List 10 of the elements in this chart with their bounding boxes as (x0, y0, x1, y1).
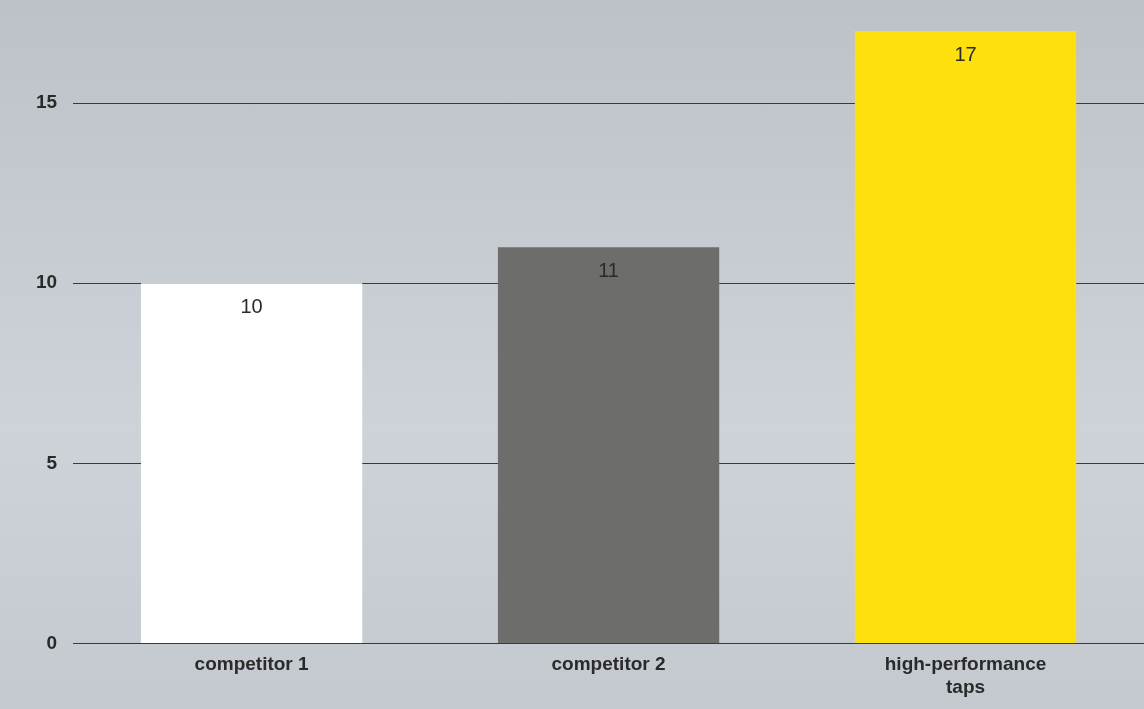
y-tick-label: 0 (46, 631, 58, 653)
y-tick-label: 15 (35, 91, 58, 113)
x-tick-label: competitor 1 (194, 653, 310, 675)
data-label: 10 (240, 294, 263, 317)
data-label: 11 (598, 258, 619, 281)
y-tick-label: 10 (35, 271, 58, 293)
data-label: 17 (954, 42, 977, 65)
x-tick-label: competitor 2 (551, 653, 666, 675)
y-tick-label: 5 (46, 451, 58, 473)
x-tick-label: high-performance taps (884, 653, 1047, 697)
